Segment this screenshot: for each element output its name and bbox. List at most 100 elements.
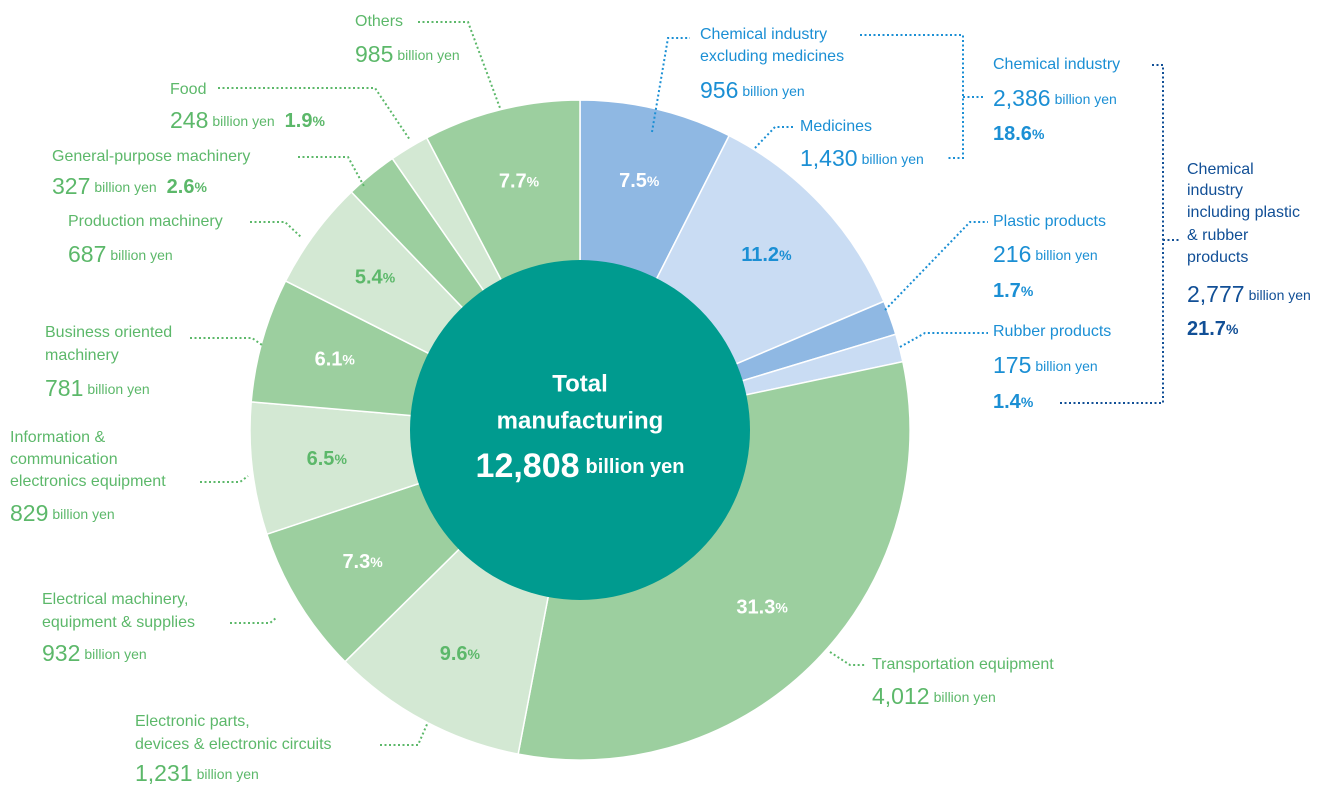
percent-label: 6.1% (315, 349, 356, 371)
value-label: 175 billion yen (993, 352, 1098, 378)
group-percent: 18.6% (993, 123, 1045, 145)
percent-label: 31.3% (736, 597, 788, 619)
group-label: products (1187, 249, 1248, 266)
percent-unit: % (468, 646, 481, 662)
leader-line (200, 475, 249, 483)
value-label: 327 billion yen 2.6% (52, 173, 207, 199)
percent-value: 7.3 (342, 552, 370, 574)
percent-value: 6.5 (307, 448, 335, 470)
percent-unit: % (775, 599, 788, 615)
percent-unit: % (1021, 394, 1034, 410)
group-label: including plastic (1187, 204, 1300, 221)
percent-label: 9.6% (440, 643, 481, 665)
percent-unit: % (383, 269, 396, 285)
category-label: equipment & supplies (42, 614, 195, 631)
value: 687 (68, 241, 106, 267)
unit: billion yen (197, 766, 259, 782)
group-label: Chemical (1187, 161, 1254, 178)
unit: billion yen (586, 456, 685, 478)
center-circle (410, 260, 750, 600)
category-label: Electrical machinery, (42, 591, 188, 608)
unit: billion yen (1035, 247, 1097, 263)
value: 216 (993, 241, 1031, 267)
center-title: Total (552, 370, 608, 397)
unit: billion yen (87, 381, 149, 397)
leader-line (651, 37, 690, 133)
leader-line (250, 221, 303, 239)
category-label: Others (355, 13, 403, 30)
group-label: & rubber (1187, 227, 1249, 244)
percent-label: 1.7% (993, 280, 1034, 302)
unit: billion yen (52, 506, 114, 522)
percent-value: 11.2 (741, 244, 779, 266)
unit: billion yen (742, 83, 804, 99)
category-label: Rubber products (993, 323, 1111, 340)
unit: billion yen (1035, 358, 1097, 374)
group-value: 2,386 billion yen (993, 85, 1117, 111)
percent-unit: % (194, 179, 207, 195)
category-label: Electronic parts, (135, 713, 250, 730)
category-label: electronics equipment (10, 473, 166, 490)
percent-value: 1.7 (993, 280, 1021, 302)
category-label: General-purpose machinery (52, 148, 250, 165)
percent-value: 9.6 (440, 643, 468, 665)
category-label: Chemical industry (700, 26, 827, 43)
value: 985 (355, 41, 393, 67)
percent-unit: % (779, 247, 792, 263)
leader-line (899, 332, 988, 348)
leader-line (298, 156, 366, 189)
leader-line (829, 651, 866, 666)
unit: billion yen (1055, 91, 1117, 107)
value-label: 829 billion yen (10, 500, 115, 526)
unit: billion yen (110, 247, 172, 263)
percent-label: 5.4% (355, 267, 396, 289)
value-label: 1,430 billion yen (800, 145, 924, 171)
category-label: Information & (10, 429, 105, 446)
percent-label: 7.5% (619, 170, 660, 192)
percent-value: 7.5 (619, 170, 647, 192)
value: 2,386 (993, 85, 1051, 111)
leader-line (380, 721, 429, 746)
unit: billion yen (1249, 287, 1311, 303)
value: 781 (45, 375, 83, 401)
group-percent: 21.7% (1187, 318, 1239, 340)
value-label: 932 billion yen (42, 640, 147, 666)
value-label: 216 billion yen (993, 241, 1098, 267)
value-label: 956 billion yen (700, 77, 805, 103)
value: 1,231 (135, 760, 193, 786)
center-title: manufacturing (497, 407, 664, 434)
percent-unit: % (342, 351, 355, 367)
unit: billion yen (212, 113, 274, 129)
value: 932 (42, 640, 80, 666)
category-label: Production machinery (68, 213, 223, 230)
value-label: 248 billion yen 1.9% (170, 107, 325, 133)
percent-label: 1.4% (993, 391, 1034, 413)
percent-unit: % (1226, 321, 1239, 337)
center-value: 12,808 billion yen (476, 447, 685, 485)
percent-unit: % (527, 173, 540, 189)
category-label: machinery (45, 347, 119, 364)
percent-label: 7.7% (499, 171, 540, 193)
leader-line (754, 126, 795, 149)
percent-value: 1.4 (993, 391, 1022, 413)
leader-line (190, 337, 263, 346)
category-label: Transportation equipment (872, 656, 1054, 673)
unit: billion yen (84, 646, 146, 662)
value: 175 (993, 352, 1031, 378)
category-label: Medicines (800, 118, 872, 135)
percent-value: 18.6 (993, 123, 1032, 145)
value-label: 781 billion yen (45, 375, 150, 401)
category-label: communication (10, 451, 118, 468)
percent-value: 6.1 (315, 349, 343, 371)
percent-value: 1.9 (285, 110, 313, 132)
value: 12,808 (476, 447, 580, 485)
unit: billion yen (397, 47, 459, 63)
percent-unit: % (370, 554, 383, 570)
group-label: Chemical industry (993, 56, 1120, 73)
percent-unit: % (1021, 283, 1034, 299)
percent-label: 7.3% (342, 552, 383, 574)
percent-value: 5.4 (355, 267, 384, 289)
category-label: excluding medicines (700, 48, 844, 65)
leader-line (418, 21, 501, 109)
